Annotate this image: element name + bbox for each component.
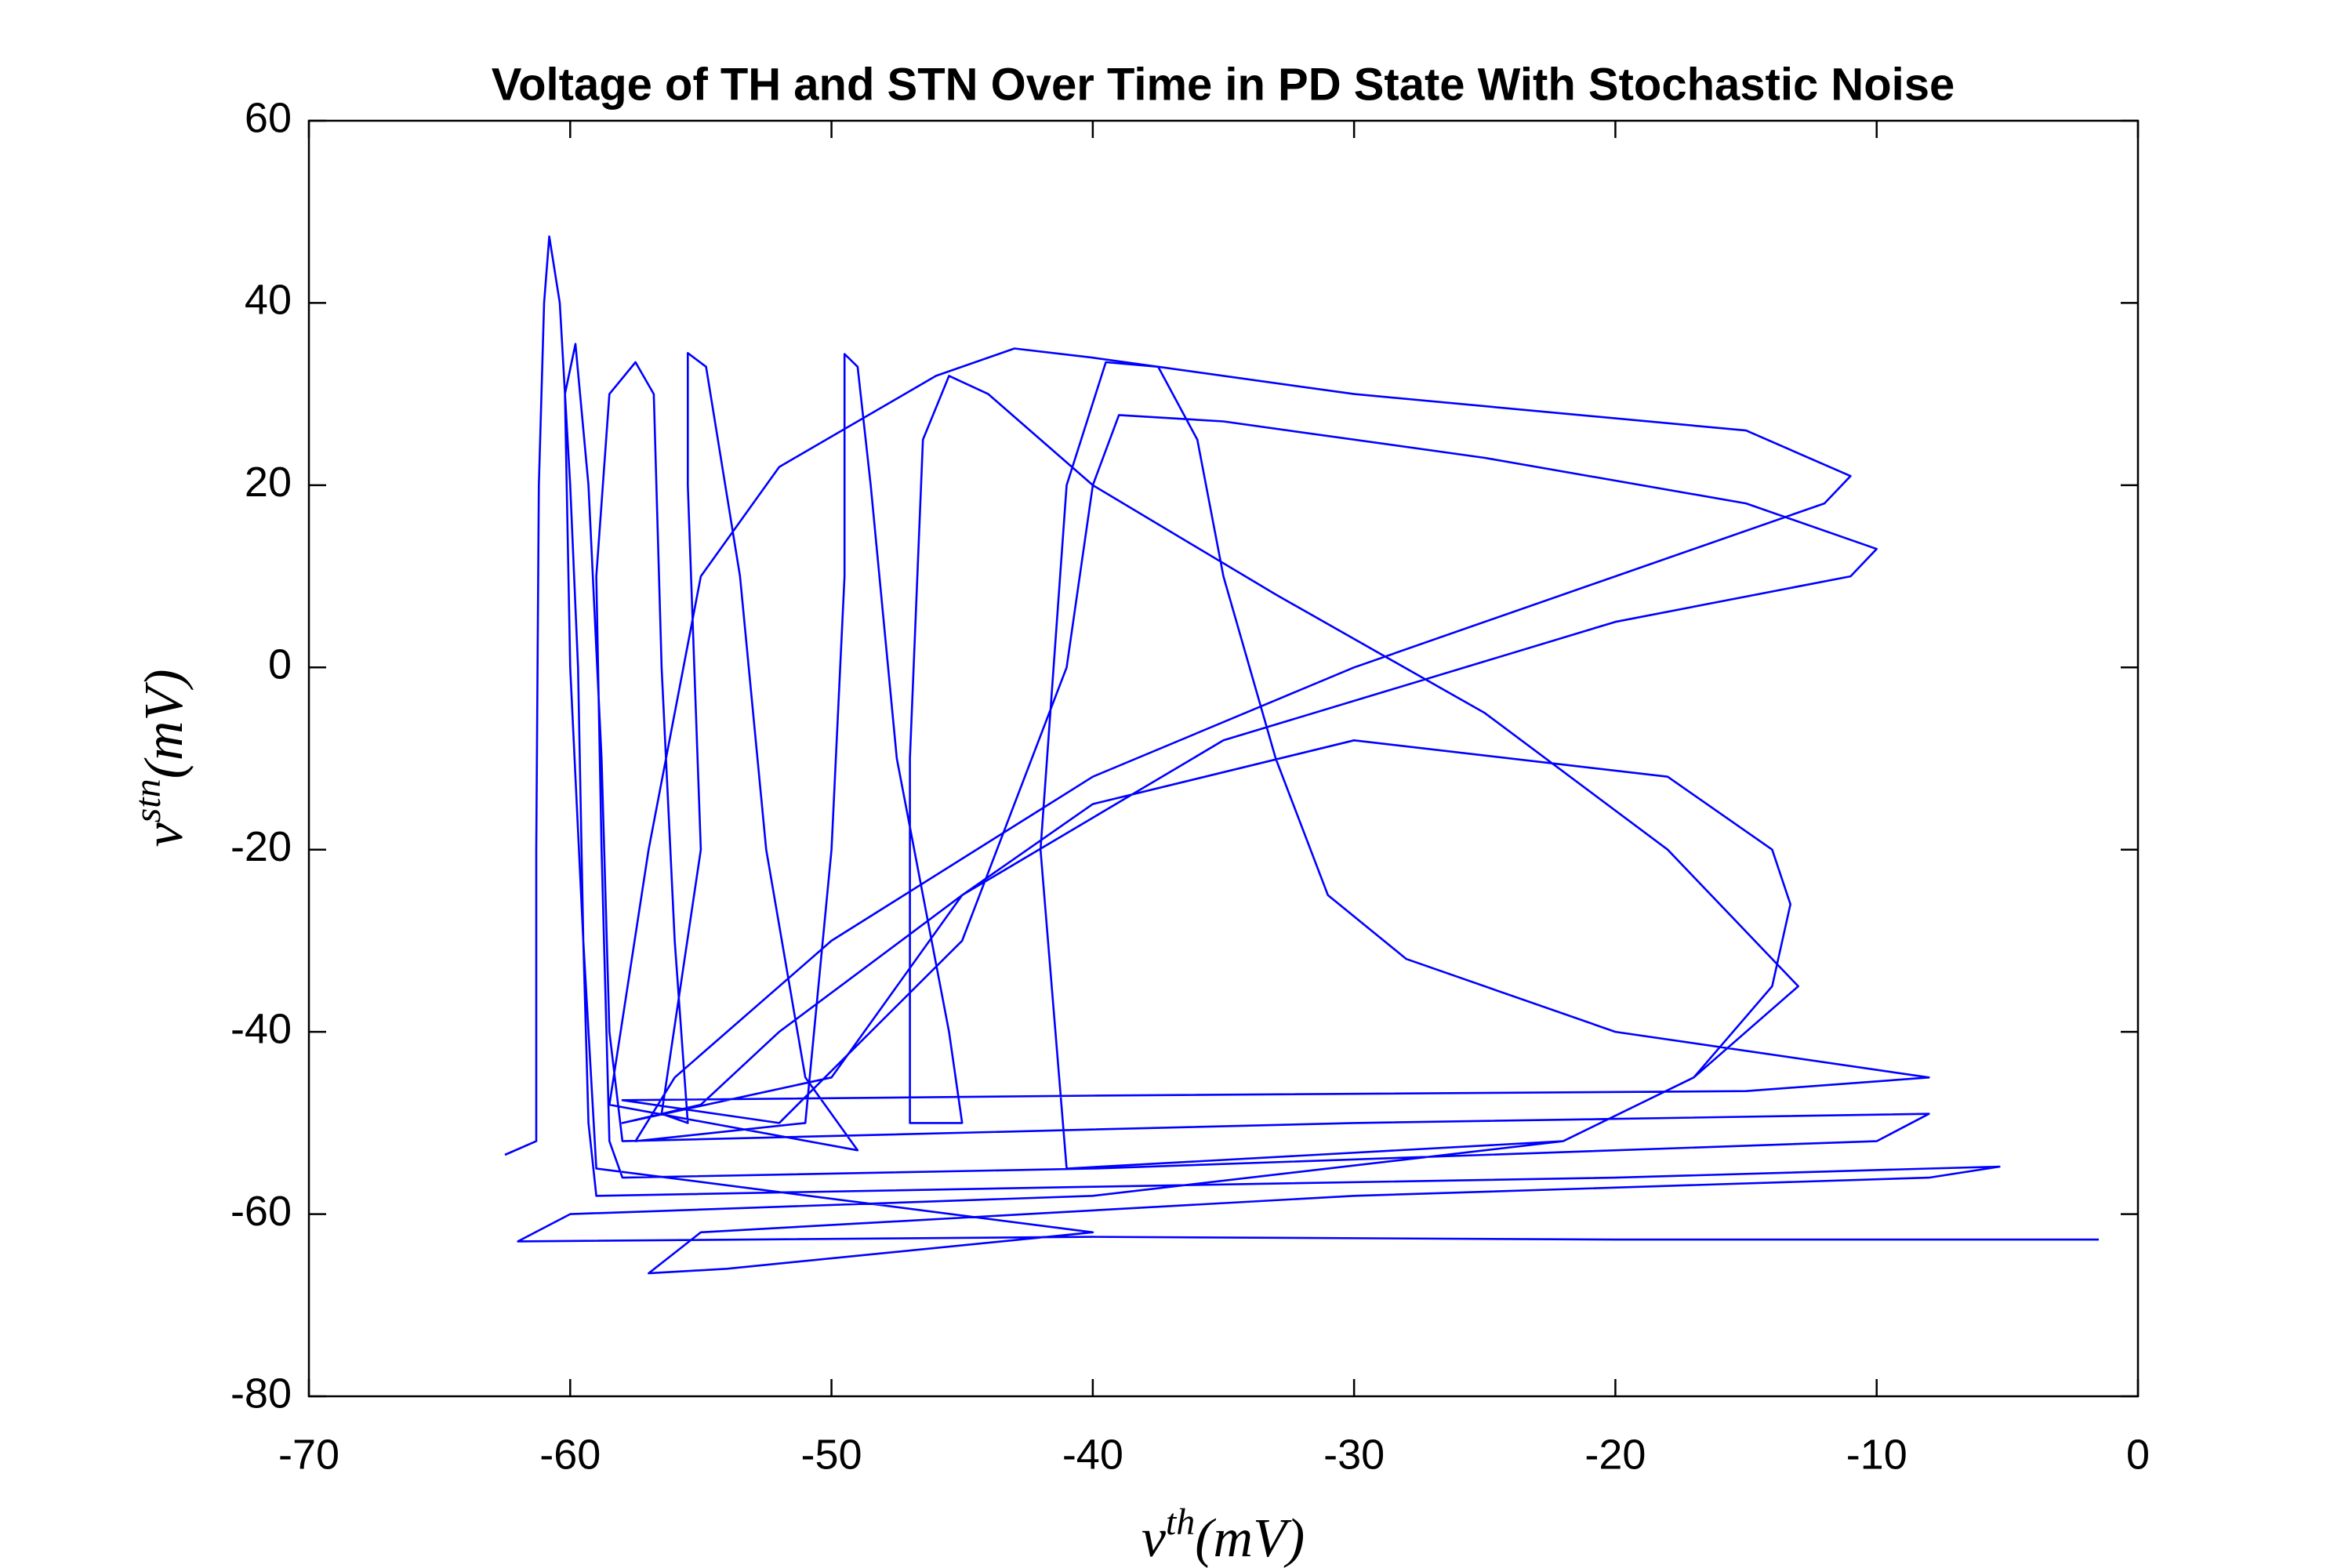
y-label-sup: stn (127, 779, 169, 822)
x-axis-label: vth(mV) (1142, 1501, 1305, 1568)
chart-title: Voltage of TH and STN Over Time in PD St… (492, 59, 1955, 110)
x-tick-label: -30 (1323, 1431, 1385, 1478)
x-tick-label: -50 (801, 1431, 862, 1478)
x-tick-label: -20 (1584, 1431, 1646, 1478)
y-tick-label: 60 (245, 94, 292, 141)
x-tick-label: -60 (539, 1431, 601, 1478)
y-label-unit: (mV) (134, 669, 194, 779)
y-tick-label: 0 (268, 641, 292, 688)
x-tick-label: -10 (1846, 1431, 1907, 1478)
y-label-base: v (134, 822, 194, 848)
x-label-sup: th (1166, 1501, 1195, 1543)
axes-box (307, 119, 2140, 1398)
data-line (504, 235, 2099, 1275)
y-axis-label: vstn(mV) (127, 669, 194, 847)
x-tick-label: 0 (2126, 1431, 2150, 1478)
y-tick-label: -40 (230, 1005, 292, 1052)
y-tick-label: -20 (230, 823, 292, 870)
y-tick-label: 20 (245, 459, 292, 506)
x-label-unit: (mV) (1195, 1508, 1305, 1568)
x-tick-label: -70 (278, 1431, 339, 1478)
y-tick-label: -80 (230, 1370, 292, 1417)
y-tick-label: -60 (230, 1188, 292, 1235)
x-tick-label: -40 (1062, 1431, 1123, 1478)
y-tick-label: 40 (245, 277, 292, 324)
x-label-base: v (1142, 1508, 1167, 1568)
